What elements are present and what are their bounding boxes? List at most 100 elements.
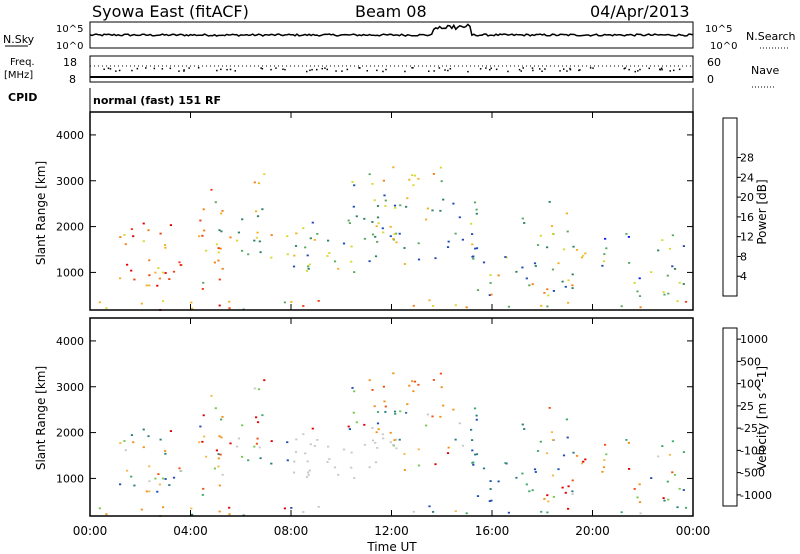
power-cell bbox=[638, 277, 641, 280]
x-tick-label: 04:00 bbox=[173, 524, 208, 538]
power-cell bbox=[488, 294, 491, 296]
velocity-cell bbox=[678, 487, 681, 490]
power-cell bbox=[521, 217, 524, 220]
velocity-cell bbox=[567, 507, 570, 510]
velocity-cell bbox=[258, 446, 261, 449]
power-cell bbox=[157, 267, 160, 269]
power-cell bbox=[353, 184, 356, 187]
velocity-cell bbox=[215, 449, 218, 452]
velocity-cell bbox=[371, 439, 375, 442]
velocity-cell bbox=[217, 457, 220, 460]
power-cell bbox=[671, 265, 674, 268]
nave-point bbox=[161, 68, 164, 70]
power-cell bbox=[302, 305, 305, 307]
colorbar-tick-label: 24 bbox=[740, 171, 754, 184]
velocity-cell bbox=[142, 446, 145, 449]
power-cell bbox=[432, 173, 435, 175]
nave-point bbox=[673, 69, 675, 72]
power-cell bbox=[393, 233, 396, 235]
nave-point bbox=[532, 69, 534, 72]
power-cell bbox=[676, 300, 679, 303]
power-cell bbox=[256, 215, 260, 218]
nave-point bbox=[507, 70, 509, 73]
velocity-cell bbox=[601, 470, 604, 473]
velocity-ylabel: Slant Range [km] bbox=[34, 366, 48, 470]
power-cell bbox=[515, 270, 518, 273]
power-cell bbox=[394, 207, 397, 209]
velocity-cell bbox=[302, 511, 305, 513]
power-cell bbox=[333, 260, 337, 263]
power-cell bbox=[283, 301, 286, 304]
colorbar-tick-label: -100 bbox=[740, 444, 765, 457]
velocity-cell bbox=[228, 513, 231, 516]
power-cell bbox=[350, 245, 353, 248]
power-cell bbox=[164, 272, 167, 274]
x-tick-label: 12:00 bbox=[374, 524, 409, 538]
velocity-cell bbox=[218, 484, 221, 487]
power-cell bbox=[304, 246, 307, 249]
nave-point bbox=[136, 67, 139, 70]
velocity-cell bbox=[412, 390, 415, 393]
velocity-cell bbox=[229, 442, 232, 445]
power-cell bbox=[663, 293, 666, 296]
colorbar-tick-label: 1000 bbox=[740, 333, 768, 346]
power-cell bbox=[475, 212, 478, 215]
power-cell bbox=[258, 240, 261, 243]
power-cell bbox=[662, 291, 665, 293]
velocity-cell bbox=[571, 493, 574, 495]
power-cell bbox=[412, 184, 415, 187]
velocity-cell bbox=[218, 510, 221, 513]
velocity-cell bbox=[164, 450, 167, 452]
power-cell bbox=[539, 234, 542, 237]
velocity-cell bbox=[528, 490, 531, 493]
velocity-colorbar-label: Velocity [m s^-1] bbox=[755, 366, 769, 470]
y-tick-label: 3000 bbox=[56, 381, 84, 394]
y-tick-label: 4000 bbox=[56, 129, 84, 142]
nave-point bbox=[311, 68, 313, 71]
velocity-cell bbox=[440, 386, 443, 389]
velocity-cell bbox=[474, 453, 477, 456]
nave-point bbox=[522, 67, 524, 69]
power-cell bbox=[417, 177, 420, 180]
velocity-cell bbox=[130, 434, 133, 436]
power-cell bbox=[228, 307, 231, 310]
power-cell bbox=[308, 263, 311, 266]
power-cell bbox=[202, 281, 205, 284]
power-cell bbox=[571, 273, 574, 276]
velocity-cell bbox=[551, 474, 555, 477]
velocity-cell bbox=[475, 418, 478, 421]
velocity-frame bbox=[89, 317, 694, 517]
power-cell bbox=[241, 249, 244, 252]
power-cell bbox=[352, 205, 355, 208]
velocity-cell bbox=[550, 431, 554, 433]
nave-point bbox=[447, 69, 449, 72]
velocity-cell bbox=[156, 490, 159, 493]
power-cell bbox=[528, 284, 531, 287]
power-cell bbox=[205, 249, 208, 252]
power-cell bbox=[476, 289, 480, 291]
power-cell bbox=[371, 233, 375, 236]
power-cell bbox=[411, 174, 414, 177]
velocity-cell bbox=[376, 422, 380, 425]
velocity-cell bbox=[452, 408, 455, 411]
velocity-cell bbox=[382, 437, 385, 440]
velocity-cell bbox=[159, 438, 162, 441]
nave-point bbox=[178, 70, 180, 72]
velocity-cell bbox=[417, 448, 420, 451]
nave-point bbox=[660, 67, 663, 69]
nave-point bbox=[485, 67, 487, 69]
nsky-trace bbox=[89, 23, 694, 37]
velocity-cell bbox=[490, 499, 493, 502]
velocity-cell bbox=[203, 435, 206, 438]
nave-point bbox=[639, 68, 641, 71]
velocity-cell bbox=[533, 468, 537, 471]
velocity-cell bbox=[355, 421, 358, 424]
nave-point bbox=[316, 68, 318, 71]
power-cell bbox=[533, 262, 537, 265]
velocity-colorbar: 1000 500 100 25 -25 -100 -500 -1000 bbox=[722, 327, 772, 507]
nave-point bbox=[131, 69, 133, 72]
nave-point bbox=[197, 67, 200, 69]
nave-point bbox=[103, 68, 105, 70]
power-cell bbox=[368, 173, 371, 176]
freq-label-2: [MHz] bbox=[4, 70, 33, 81]
